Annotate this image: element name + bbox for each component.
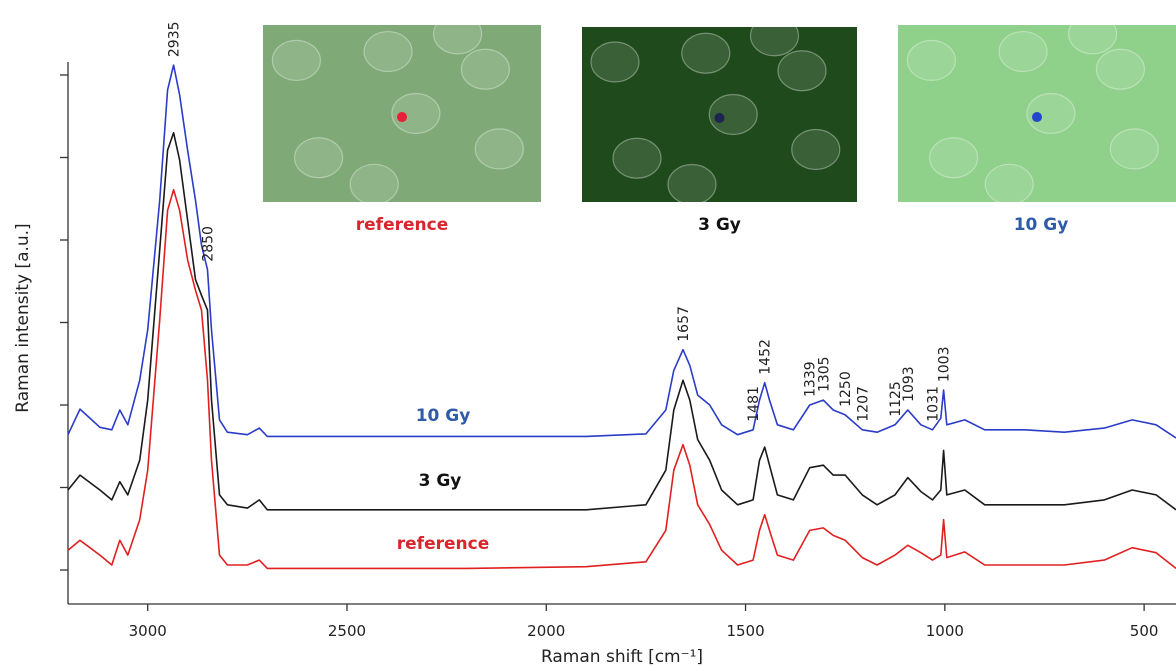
series-label: reference (397, 534, 489, 554)
peak-label: 1207 (855, 386, 871, 422)
inset-caption: 10 Gy (1014, 215, 1069, 235)
inset-cell (792, 130, 840, 170)
peak-label: 1250 (838, 371, 854, 407)
inset-cell (751, 16, 799, 56)
series-label: 3 Gy (419, 471, 462, 491)
inset-dot (1032, 112, 1042, 122)
inset-cell (613, 138, 661, 178)
inset-cell (1096, 49, 1144, 89)
inset-cell (591, 42, 639, 82)
inset-cell (668, 165, 716, 205)
inset-cell (1069, 14, 1117, 54)
inset-cell (295, 138, 343, 178)
inset-caption: 3 Gy (698, 215, 741, 235)
inset-cell (907, 40, 955, 80)
x-tick-label: 1000 (926, 622, 964, 640)
peak-label: 1003 (937, 347, 953, 383)
peak-label: 2850 (200, 226, 216, 262)
inset-dot (397, 112, 407, 122)
peak-label: 2935 (167, 21, 183, 57)
inset-cell (475, 129, 523, 169)
x-tick-label: 2500 (328, 622, 366, 640)
peak-label: 1031 (925, 386, 941, 422)
inset-cell (1110, 129, 1158, 169)
inset-cell (272, 40, 320, 80)
inset-cell (930, 138, 978, 178)
inset-caption: reference (356, 215, 448, 235)
x-tick-label: 500 (1130, 622, 1159, 640)
inset-cell (778, 51, 826, 91)
peak-label: 1305 (816, 356, 832, 392)
inset-cell (985, 164, 1033, 204)
inset-dot (715, 113, 725, 123)
inset-cell (350, 164, 398, 204)
inset-cell (434, 14, 482, 54)
inset-cell (364, 32, 412, 72)
inset-cell (999, 32, 1047, 72)
x-tick-label: 1500 (726, 622, 764, 640)
x-tick-label: 3000 (129, 622, 167, 640)
x-axis-label: Raman shift [cm⁻¹] (541, 647, 703, 666)
inset-cell (682, 33, 730, 73)
y-axis-label: Raman intensity [a.u.] (13, 223, 33, 412)
peak-label: 1481 (746, 386, 762, 422)
peak-label: 1657 (676, 306, 692, 342)
spectrum-line (68, 190, 1176, 569)
chart: Raman shift [cm⁻¹] Raman intensity [a.u.… (0, 0, 1176, 666)
peak-label: 1093 (901, 366, 917, 402)
inset-cell (461, 49, 509, 89)
series-label: 10 Gy (416, 406, 471, 426)
x-tick-label: 2000 (527, 622, 565, 640)
peak-label: 1452 (758, 339, 774, 375)
